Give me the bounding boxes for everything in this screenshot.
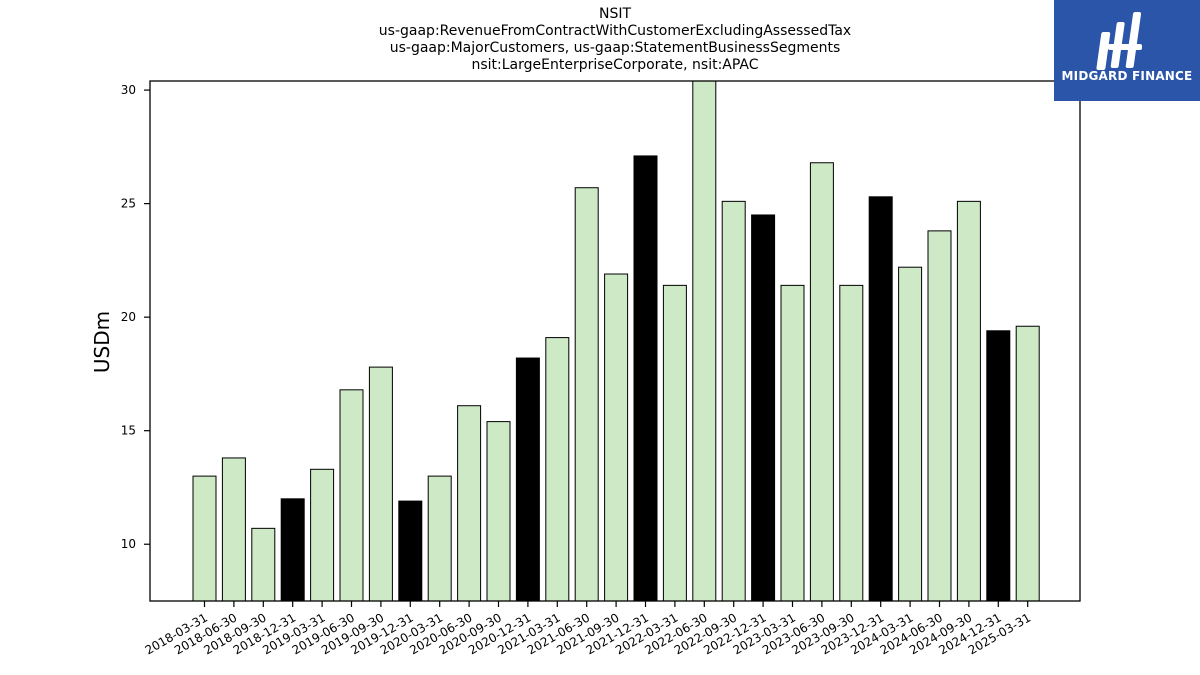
logo-text: MIDGARD FINANCE [1061,69,1193,83]
logo: MIDGARD FINANCE [1054,0,1200,101]
bar [427,475,452,601]
bars [192,81,1040,601]
bar [780,284,805,601]
bar [398,500,423,601]
bar [662,284,687,601]
y-tick-label: 25 [121,197,136,211]
bar [604,273,629,601]
bar [692,81,717,601]
chart-title-line: nsit:LargeEnterpriseCorporate, nsit:APAC [471,57,759,73]
bar [251,527,276,601]
bar [1015,325,1040,601]
bar [574,187,599,601]
bar [956,200,981,601]
bar [927,230,952,601]
bar [221,457,246,601]
bar [339,389,364,601]
bar [486,421,511,601]
bar [515,357,540,601]
bar [751,214,776,601]
bar [868,196,893,601]
y-tick-label: 15 [121,424,136,438]
bar [633,155,658,601]
chart-title: NSIT us-gaap:RevenueFromContractWithCust… [150,6,1080,74]
plot-frame [149,80,1081,602]
y-tick-label: 10 [121,537,136,551]
bar [839,284,864,601]
bar [809,162,834,601]
bar [898,266,923,601]
bar [310,468,335,601]
bar [280,498,305,601]
y-tick-label: 30 [121,83,136,97]
chart-title-line: us-gaap:RevenueFromContractWithCustomerE… [378,23,852,39]
bar [368,366,393,601]
logo-mark-icon [1096,12,1142,70]
bar [192,475,217,601]
bar [986,330,1011,601]
chart-title-line: us-gaap:MajorCustomers, us-gaap:Statemen… [389,40,841,56]
bar [457,405,482,601]
chart-title-line: NSIT [598,6,632,22]
y-tick-label: 20 [121,310,136,324]
bar [545,337,570,601]
bar [721,200,746,601]
